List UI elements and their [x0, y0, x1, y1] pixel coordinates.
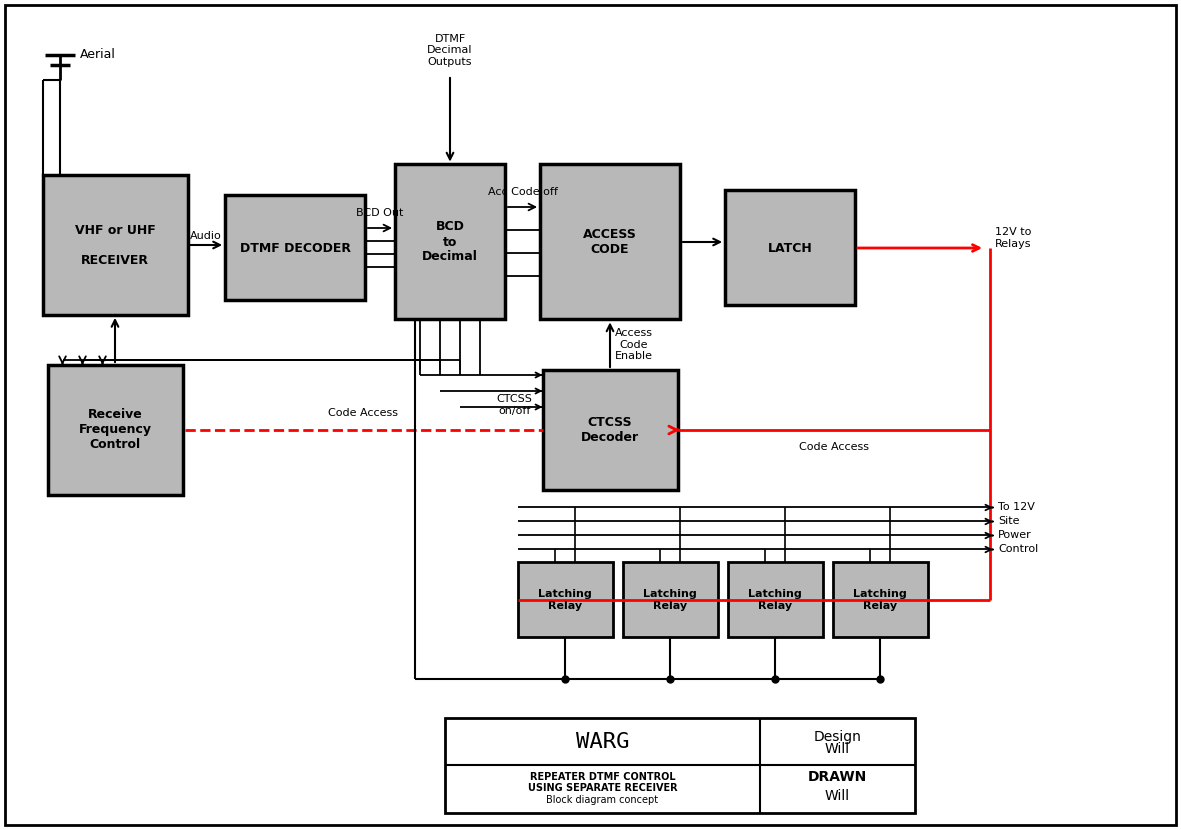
Text: USING SEPARATE RECEIVER: USING SEPARATE RECEIVER	[528, 784, 677, 793]
Text: Receive
Frequency
Control: Receive Frequency Control	[78, 408, 151, 452]
Bar	[43, 175, 188, 315]
Bar	[727, 563, 822, 637]
Text: Code Access: Code Access	[798, 442, 869, 452]
Bar	[445, 718, 915, 813]
Text: Latching
Relay: Latching Relay	[853, 589, 907, 611]
Text: 12V to
Relays: 12V to Relays	[996, 227, 1031, 249]
Bar	[622, 563, 718, 637]
Text: Site: Site	[998, 516, 1019, 526]
Text: Will: Will	[824, 788, 850, 803]
Bar	[226, 196, 365, 300]
Text: WARG: WARG	[575, 732, 629, 752]
Text: ACCESS
CODE: ACCESS CODE	[583, 228, 637, 256]
Text: To 12V: To 12V	[998, 502, 1035, 512]
Text: Block diagram concept: Block diagram concept	[547, 794, 659, 805]
Text: DTMF DECODER: DTMF DECODER	[240, 242, 351, 255]
Bar	[394, 164, 505, 320]
Text: Acc Code off: Acc Code off	[488, 187, 557, 197]
Bar	[542, 370, 678, 490]
Text: Design: Design	[814, 730, 861, 744]
Bar	[47, 365, 183, 495]
Text: Audio: Audio	[190, 231, 222, 241]
Text: DTMF
Decimal
Outputs: DTMF Decimal Outputs	[428, 34, 472, 67]
Text: CTCSS
Decoder: CTCSS Decoder	[581, 416, 639, 444]
Text: LATCH: LATCH	[768, 242, 813, 255]
Text: REPEATER DTMF CONTROL: REPEATER DTMF CONTROL	[529, 772, 676, 782]
Bar	[517, 563, 613, 637]
Text: Access
Code
Enable: Access Code Enable	[615, 328, 653, 361]
Text: DRAWN: DRAWN	[808, 770, 867, 784]
Bar	[725, 191, 855, 305]
Text: Latching
Relay: Latching Relay	[539, 589, 592, 611]
Text: Latching
Relay: Latching Relay	[748, 589, 802, 611]
Text: VHF or UHF

RECEIVER: VHF or UHF RECEIVER	[74, 223, 156, 266]
Text: Will: Will	[824, 742, 850, 756]
Text: Control: Control	[998, 544, 1038, 554]
Text: CTCSS
on/off: CTCSS on/off	[497, 394, 533, 416]
Text: BCD
to
Decimal: BCD to Decimal	[422, 221, 478, 263]
Text: Latching
Relay: Latching Relay	[644, 589, 697, 611]
Text: Aerial: Aerial	[80, 48, 116, 61]
Bar	[540, 164, 680, 320]
Text: BCD Out: BCD Out	[357, 208, 404, 218]
Text: Code Access: Code Access	[327, 408, 398, 418]
Text: Power: Power	[998, 530, 1032, 540]
Bar	[833, 563, 927, 637]
